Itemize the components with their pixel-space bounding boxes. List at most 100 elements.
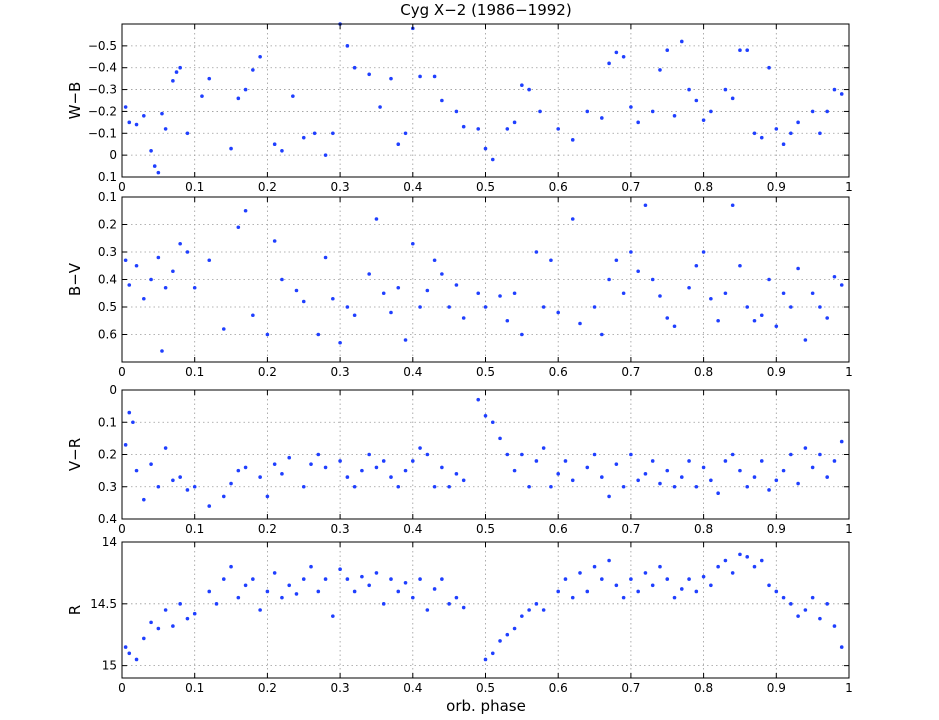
y-tick-label: 0.1 (98, 170, 117, 184)
data-point (291, 94, 295, 98)
data-point (178, 241, 182, 246)
data-point (418, 305, 422, 309)
data-point (818, 616, 822, 621)
data-point (425, 452, 430, 457)
data-point (142, 636, 146, 641)
data-point (534, 602, 539, 606)
data-point (738, 552, 742, 557)
data-point (832, 459, 837, 463)
data-point (650, 109, 655, 114)
data-point (541, 305, 546, 309)
data-point (723, 558, 728, 563)
x-tick-label: 0 (118, 365, 126, 379)
data-point (312, 131, 317, 136)
data-point (730, 96, 735, 101)
data-point (192, 484, 197, 489)
data-point (527, 87, 531, 92)
data-point (309, 462, 313, 466)
data-point (134, 263, 139, 268)
x-tick-label: 0.4 (403, 681, 422, 695)
data-point (672, 595, 677, 600)
data-point (229, 146, 233, 151)
data-point (643, 472, 648, 476)
data-point (476, 291, 481, 296)
y-tick-label: 0.1 (98, 415, 117, 429)
data-point (178, 602, 182, 606)
x-tick-label: 0.7 (621, 522, 640, 536)
data-point (629, 250, 633, 254)
x-tick-label: 0.5 (476, 365, 495, 379)
data-point (123, 443, 128, 447)
data-point (818, 305, 822, 309)
data-point (265, 589, 270, 594)
x-tick-label: 0.6 (549, 365, 568, 379)
data-point (396, 589, 401, 594)
data-point (614, 258, 619, 263)
data-point (767, 65, 771, 70)
data-point (403, 468, 408, 473)
x-tick-label: 0.7 (621, 681, 640, 695)
data-point (556, 310, 560, 315)
x-tick-label: 0.4 (403, 365, 422, 379)
data-point (665, 577, 670, 581)
y-tick-label: 0.6 (98, 328, 117, 342)
data-point (730, 452, 735, 457)
data-points (123, 22, 844, 175)
data-point (716, 491, 720, 496)
data-point (301, 135, 306, 140)
data-point (810, 465, 815, 470)
data-point (214, 602, 219, 606)
data-point (774, 324, 779, 329)
data-point (832, 87, 837, 92)
x-tick-label: 0.8 (694, 681, 713, 695)
data-point (694, 484, 699, 489)
data-point (352, 313, 357, 318)
data-point (396, 142, 401, 147)
x-tick-label: 1 (845, 522, 853, 536)
data-point (658, 68, 662, 72)
x-tick-label: 0.7 (621, 365, 640, 379)
data-point (570, 478, 575, 483)
data-point (825, 316, 829, 320)
data-point (221, 494, 226, 499)
data-point (131, 420, 135, 425)
data-point (171, 478, 175, 483)
y-tick-label: 15 (102, 659, 117, 673)
x-tick-label: 0.4 (403, 180, 422, 194)
data-point (498, 294, 502, 298)
data-point (418, 446, 422, 450)
data-point (142, 497, 146, 502)
data-point (280, 472, 284, 476)
data-point (759, 459, 764, 463)
data-point (512, 626, 517, 631)
data-point (796, 120, 800, 125)
data-point (331, 131, 335, 136)
data-point (476, 127, 481, 131)
data-point (149, 462, 153, 466)
x-axis-label: orb. phase (446, 697, 526, 715)
data-point (160, 349, 164, 353)
y-tick-label: −0.1 (88, 126, 117, 140)
data-point (723, 87, 728, 92)
data-point (505, 452, 510, 457)
data-point (592, 564, 597, 569)
data-point (701, 250, 706, 254)
data-point (752, 564, 757, 569)
data-point (759, 135, 764, 140)
data-point (374, 571, 379, 575)
data-point (803, 446, 808, 450)
data-point (440, 465, 444, 470)
data-point (389, 310, 393, 315)
data-point (759, 313, 764, 318)
data-point (621, 291, 626, 296)
data-point (774, 127, 779, 131)
data-point (789, 305, 793, 309)
data-point (163, 127, 168, 131)
data-point (672, 484, 677, 489)
data-point (149, 277, 153, 282)
data-point (367, 72, 371, 77)
data-point (520, 83, 524, 87)
data-point (723, 459, 728, 463)
x-tick-label: 0.7 (621, 180, 640, 194)
